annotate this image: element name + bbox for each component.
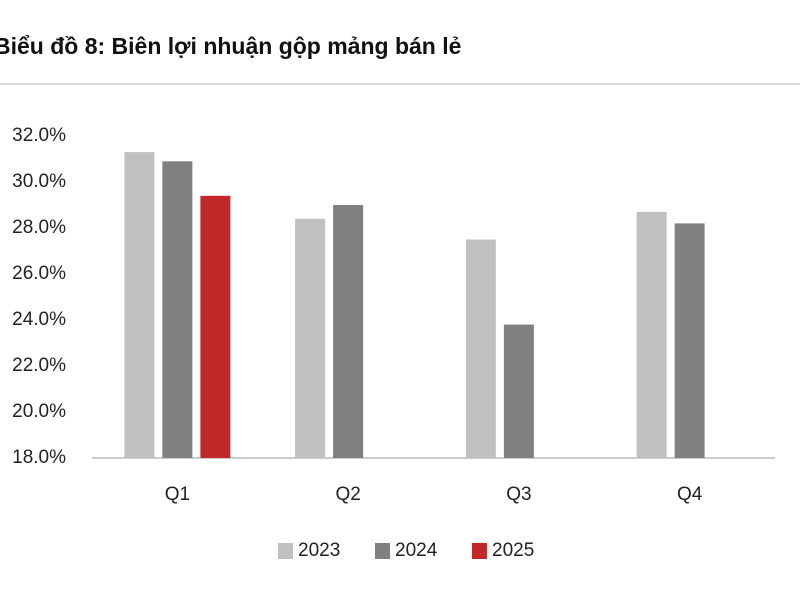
chart-title: Biểu đồ 8: Biên lợi nhuận gộp mảng bán l… — [0, 33, 461, 59]
bar — [295, 218, 326, 458]
legend-label: 2024 — [395, 540, 438, 561]
bar — [162, 161, 193, 459]
y-tick-label: 24.0% — [12, 309, 66, 330]
y-tick-label: 20.0% — [12, 401, 66, 422]
y-tick-label: 26.0% — [12, 263, 66, 284]
legend-swatch — [375, 543, 390, 559]
bar — [124, 152, 155, 458]
x-tick-label: Q4 — [677, 484, 703, 505]
legend-swatch — [278, 543, 293, 559]
y-tick-label: 22.0% — [12, 355, 66, 376]
bar — [465, 239, 496, 458]
legend-label: 2025 — [492, 540, 534, 561]
y-tick-label: 28.0% — [12, 217, 66, 238]
bar — [200, 195, 231, 459]
x-tick-label: Q2 — [335, 484, 360, 505]
x-tick-label: Q1 — [165, 484, 190, 505]
legend-label: 2023 — [298, 540, 340, 561]
y-tick-label: 30.0% — [12, 171, 66, 192]
bar — [503, 324, 534, 458]
y-tick-label: 18.0% — [12, 447, 66, 468]
bar — [674, 223, 705, 458]
x-tick-label: Q3 — [506, 484, 531, 505]
bar — [636, 211, 667, 458]
bar — [333, 205, 364, 458]
y-tick-label: 32.0% — [12, 125, 66, 146]
legend-swatch — [472, 543, 487, 559]
